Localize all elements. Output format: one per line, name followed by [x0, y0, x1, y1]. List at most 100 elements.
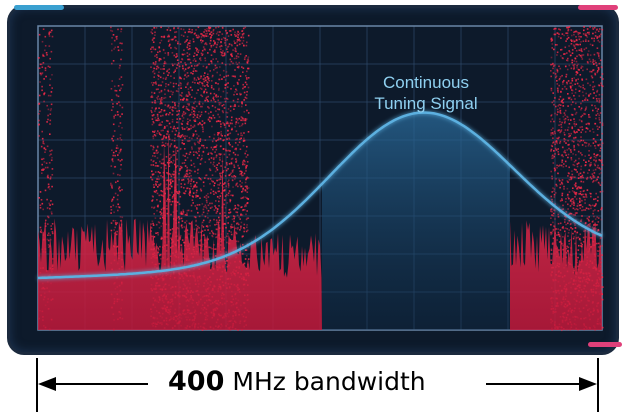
noise-speckle — [172, 64, 174, 67]
noise-speckle — [573, 94, 575, 97]
noise-speckle — [51, 74, 53, 76]
noise-speckle — [112, 34, 115, 36]
noise-speckle — [583, 196, 586, 198]
noise-speckle — [180, 77, 182, 80]
noise-speckle — [554, 44, 557, 46]
noise-speckle — [554, 73, 557, 75]
noise-speckle — [561, 121, 563, 124]
noise-speckle — [233, 40, 235, 42]
noise-speckle — [591, 204, 594, 207]
noise-speckle — [157, 186, 159, 188]
noise-speckle — [586, 61, 589, 63]
noise-speckle — [594, 198, 597, 200]
noise-speckle — [160, 225, 163, 227]
noise-speckle — [224, 84, 227, 86]
noise-speckle — [581, 91, 584, 93]
noise-speckle — [214, 106, 217, 109]
noise-speckle — [190, 164, 193, 166]
noise-speckle — [228, 190, 231, 192]
noise-speckle — [589, 192, 591, 195]
noise-speckle — [173, 139, 176, 142]
noise-speckle — [120, 28, 123, 30]
noise-speckle — [225, 251, 227, 253]
noise-speckle — [573, 68, 575, 70]
noise-speckle — [228, 138, 231, 140]
noise-speckle — [116, 111, 119, 113]
noise-speckle — [577, 144, 580, 147]
noise-speckle — [41, 158, 43, 161]
noise-speckle — [184, 155, 186, 157]
noise-speckle — [157, 204, 159, 207]
noise-speckle — [160, 90, 163, 93]
noise-speckle — [169, 194, 171, 196]
noise-speckle — [182, 99, 184, 101]
noise-speckle — [164, 93, 166, 95]
noise-speckle — [212, 158, 215, 161]
noise-speckle — [246, 91, 248, 93]
noise-speckle — [115, 181, 117, 184]
noise-speckle — [111, 200, 113, 202]
noise-speckle — [208, 152, 210, 154]
noise-speckle — [241, 30, 243, 32]
noise-speckle — [574, 159, 577, 162]
noise-speckle — [184, 214, 187, 216]
noise-speckle — [114, 46, 117, 49]
noise-speckle — [237, 208, 239, 210]
noise-speckle — [196, 152, 199, 155]
noise-speckle — [553, 120, 555, 123]
noise-speckle — [242, 197, 244, 199]
noise-speckle — [208, 27, 210, 29]
noise-speckle — [573, 236, 575, 238]
noise-speckle — [48, 185, 50, 188]
noise-speckle — [550, 231, 552, 234]
noise-speckle — [245, 254, 248, 257]
noise-speckle — [241, 103, 243, 105]
noise-speckle — [577, 187, 579, 190]
noise-speckle — [564, 218, 566, 221]
noise-speckle — [46, 175, 49, 178]
noise-speckle — [233, 220, 235, 223]
noise-speckle — [160, 115, 162, 117]
noise-speckle — [47, 244, 50, 246]
noise-speckle — [236, 211, 239, 214]
noise-speckle — [206, 226, 209, 228]
noise-speckle — [41, 40, 44, 43]
noise-speckle — [579, 204, 582, 206]
noise-speckle — [573, 63, 576, 66]
noise-speckle — [598, 173, 601, 175]
noise-speckle — [221, 45, 223, 47]
noise-speckle — [235, 184, 237, 187]
noise-speckle — [167, 143, 169, 145]
noise-speckle — [567, 246, 570, 249]
noise-speckle — [587, 144, 590, 147]
noise-speckle — [220, 134, 222, 136]
noise-speckle — [222, 190, 225, 192]
noise-speckle — [228, 142, 230, 145]
noise-speckle — [564, 221, 566, 223]
noise-speckle — [217, 120, 220, 122]
noise-speckle — [594, 147, 597, 149]
noise-speckle — [223, 76, 225, 78]
noise-speckle — [182, 209, 184, 211]
noise-speckle — [198, 117, 200, 120]
noise-speckle — [111, 186, 113, 188]
noise-speckle — [597, 30, 600, 33]
noise-speckle — [565, 32, 567, 34]
noise-speckle — [119, 122, 122, 124]
noise-speckle — [202, 46, 205, 48]
noise-speckle — [187, 81, 189, 84]
noise-speckle — [196, 48, 198, 50]
noise-speckle — [157, 184, 160, 186]
noise-speckle — [158, 91, 161, 94]
noise-speckle — [597, 229, 600, 231]
noise-speckle — [121, 159, 123, 161]
noise-speckle — [153, 122, 155, 124]
noise-speckle — [237, 223, 240, 226]
noise-speckle — [203, 122, 206, 124]
noise-speckle — [210, 36, 212, 38]
noise-speckle — [169, 144, 172, 147]
noise-speckle — [596, 89, 599, 92]
noise-speckle — [221, 33, 224, 35]
noise-speckle — [201, 221, 204, 224]
noise-speckle — [221, 184, 223, 187]
